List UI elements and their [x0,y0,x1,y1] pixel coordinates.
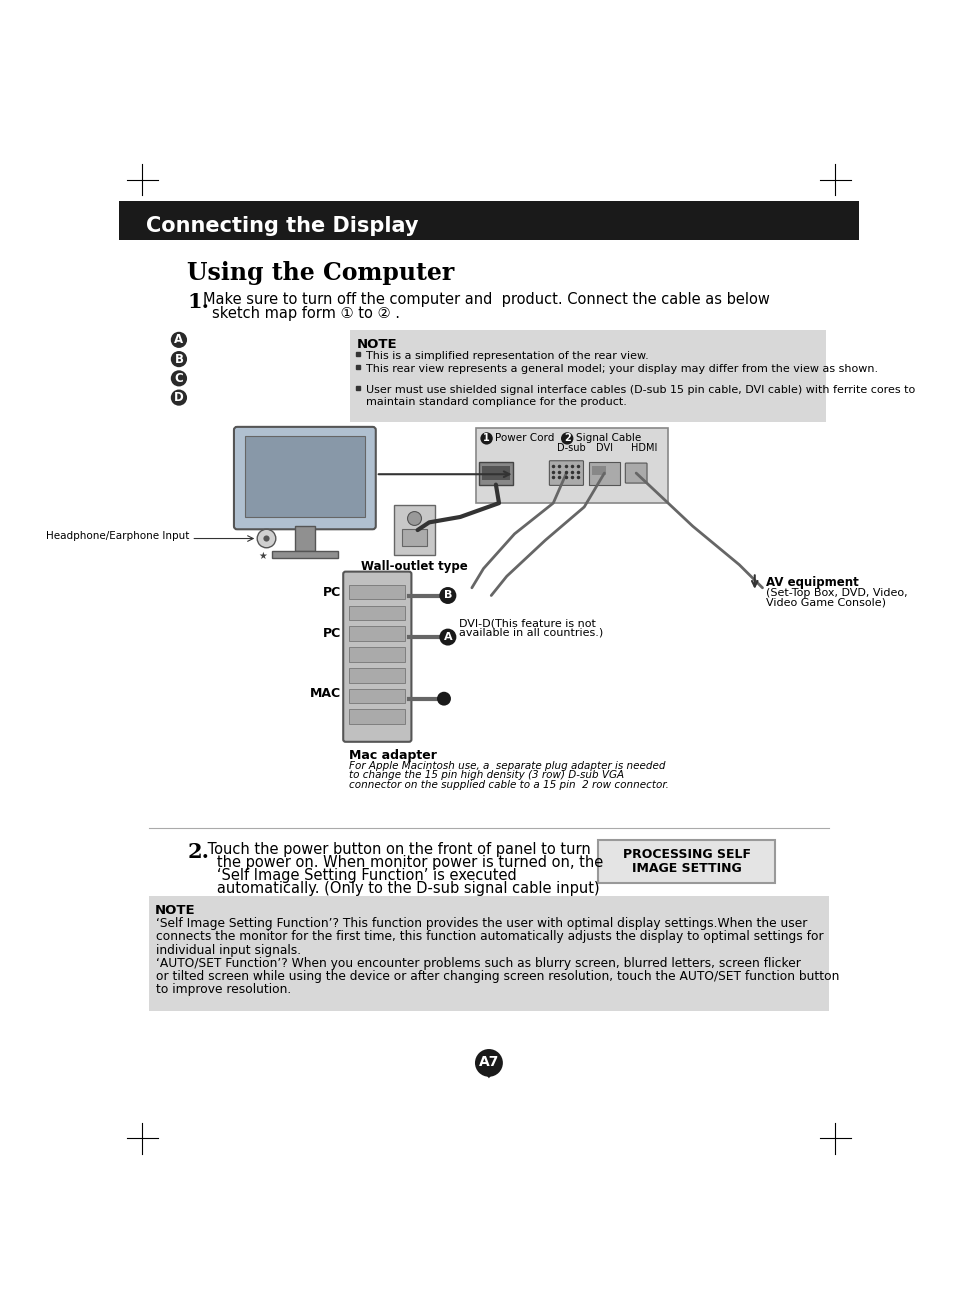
FancyBboxPatch shape [549,461,583,485]
Circle shape [171,389,187,406]
Text: 2: 2 [563,433,570,444]
Circle shape [257,530,275,548]
Text: IMAGE SETTING: IMAGE SETTING [631,863,740,876]
Circle shape [560,432,573,445]
Text: A: A [174,333,183,346]
Text: Using the Computer: Using the Computer [187,261,455,284]
Text: C: C [174,372,183,385]
Text: Signal Cable: Signal Cable [575,433,640,444]
Bar [592,466,605,475]
Circle shape [439,587,456,604]
Bar [149,895,828,1011]
Text: Mac adapter: Mac adapter [349,749,436,762]
Text: ‘Self Image Setting Function’ is executed: ‘Self Image Setting Function’ is execute… [203,868,517,883]
FancyBboxPatch shape [343,572,411,741]
Text: connector on the supplied cable to a 15 pin  2 row connector.: connector on the supplied cable to a 15 … [349,779,669,790]
Circle shape [436,692,451,706]
Bar [294,526,314,551]
Text: 1: 1 [483,433,490,444]
Text: MAC: MAC [310,688,340,701]
Text: NOTE: NOTE [356,338,396,351]
Text: automatically. (Only to the D-sub signal cable input): automatically. (Only to the D-sub signal… [203,881,598,897]
Circle shape [171,371,187,386]
Text: D-sub: D-sub [557,442,585,453]
Text: AV equipment: AV equipment [765,577,859,590]
Text: sketch map form ① to ② .: sketch map form ① to ② . [212,305,400,321]
Text: HDMI: HDMI [630,442,657,453]
Bar [119,201,858,240]
Text: NOTE: NOTE [154,903,195,916]
Bar [349,710,405,724]
Text: Connecting the Display: Connecting the Display [146,215,418,236]
Bar [402,530,427,547]
Bar [349,585,405,599]
Text: B: B [174,352,183,365]
Text: DVI-D(This feature is not: DVI-D(This feature is not [459,619,596,628]
Text: A7: A7 [478,1056,498,1069]
Text: to change the 15 pin high density (3 row) D-sub VGA: to change the 15 pin high density (3 row… [349,770,624,780]
FancyBboxPatch shape [624,463,646,483]
Text: available in all countries.): available in all countries.) [459,628,603,638]
Bar [349,647,405,662]
Text: or tilted screen while using the device or after changing screen resolution, tou: or tilted screen while using the device … [156,970,839,983]
Bar [349,606,405,620]
Text: to improve resolution.: to improve resolution. [156,983,292,996]
Text: Make sure to turn off the computer and  product. Connect the cable as below: Make sure to turn off the computer and p… [203,292,769,307]
Bar [481,466,509,480]
Circle shape [171,331,187,348]
Text: individual input signals.: individual input signals. [156,944,301,957]
Bar [394,505,435,555]
Text: connects the monitor for the first time, this function automatically adjusts the: connects the monitor for the first time,… [156,930,823,944]
Circle shape [480,432,493,445]
Text: 1.: 1. [187,292,210,312]
Circle shape [407,512,421,526]
Bar [588,462,619,484]
Bar [245,436,365,517]
Text: ‘Self Image Setting Function’? This function provides the user with optimal disp: ‘Self Image Setting Function’? This func… [156,917,807,930]
Bar [476,428,667,504]
Circle shape [263,535,270,542]
Circle shape [171,351,187,367]
Text: PC: PC [322,586,340,599]
Text: 2.: 2. [187,842,210,861]
Bar [349,689,405,703]
Text: (Set-Top Box, DVD, Video,: (Set-Top Box, DVD, Video, [765,587,907,598]
Text: This is a simplified representation of the rear view.: This is a simplified representation of t… [365,351,648,361]
Bar [272,551,337,557]
FancyBboxPatch shape [233,427,375,530]
Text: Wall-outlet type: Wall-outlet type [361,560,467,573]
Text: A: A [443,632,452,642]
Text: Video Game Console): Video Game Console) [765,598,885,607]
Circle shape [475,1049,502,1077]
Polygon shape [479,1066,497,1078]
Bar [350,330,825,423]
Text: PROCESSING SELF: PROCESSING SELF [622,848,750,861]
Text: ‘AUTO/SET Function’? When you encounter problems such as blurry screen, blurred : ‘AUTO/SET Function’? When you encounter … [156,957,801,970]
Bar [349,626,405,641]
Text: D: D [173,392,184,405]
Text: Power Cord: Power Cord [495,433,554,444]
Text: B: B [443,590,452,600]
Text: PC: PC [322,628,340,639]
Text: Headphone/Earphone Input: Headphone/Earphone Input [47,531,190,542]
FancyBboxPatch shape [598,840,774,882]
Text: the power on. When monitor power is turned on, the: the power on. When monitor power is turn… [203,855,602,870]
Circle shape [439,629,456,646]
Text: User must use shielded signal interface cables (D-sub 15 pin cable, DVI cable) w: User must use shielded signal interface … [365,385,914,407]
Text: DVI: DVI [596,442,612,453]
Text: Touch the power button on the front of panel to turn: Touch the power button on the front of p… [203,842,590,857]
Text: For Apple Macintosh use, a  separate plug adapter is needed: For Apple Macintosh use, a separate plug… [349,761,665,771]
Bar [349,668,405,683]
Bar [478,462,513,484]
Text: ★: ★ [258,551,267,561]
Text: This rear view represents a general model; your display may differ from the view: This rear view represents a general mode… [365,364,877,373]
